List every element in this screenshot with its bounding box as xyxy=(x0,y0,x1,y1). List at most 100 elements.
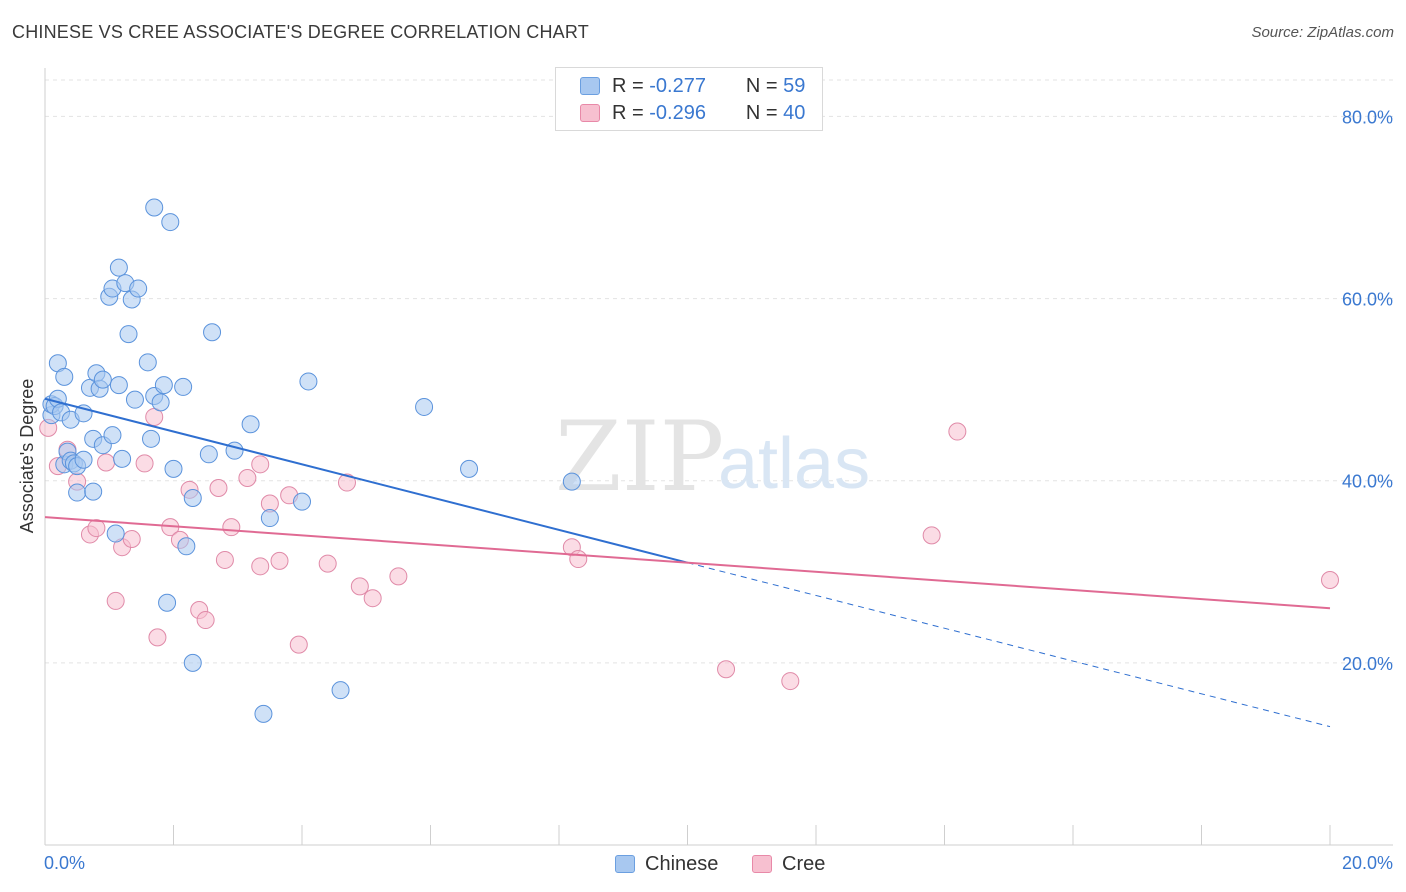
cree-point xyxy=(135,454,154,473)
chart-title: CHINESE VS CREE ASSOCIATE'S DEGREE CORRE… xyxy=(12,22,589,42)
cree-point xyxy=(215,550,234,569)
chinese-point xyxy=(74,450,93,469)
legend-r-label: R = xyxy=(612,101,644,124)
chinese-point xyxy=(109,258,128,277)
chinese-point xyxy=(174,377,193,396)
chinese-point xyxy=(125,390,144,409)
y-tick-label: 20.0% xyxy=(1342,654,1393,674)
watermark-atlas: atlas xyxy=(718,424,870,504)
legend-n-label: N = xyxy=(745,74,778,97)
chinese-trend-line xyxy=(44,397,688,564)
cree-point xyxy=(251,557,270,576)
legend-n-value: 40 xyxy=(783,101,806,124)
cree-swatch xyxy=(752,855,772,873)
cree-point xyxy=(238,468,257,487)
source-label: Source: ZipAtlas.com xyxy=(1251,24,1394,41)
chinese-point xyxy=(93,370,112,389)
cree-point xyxy=(350,577,369,596)
y-tick-label: 80.0% xyxy=(1342,107,1393,127)
chinese-point xyxy=(113,449,132,468)
chinese-point xyxy=(254,704,273,723)
x-tick-label: 20.0% xyxy=(1342,853,1393,873)
chinese-point xyxy=(151,393,170,412)
legend-r-label: R = xyxy=(612,74,644,97)
y-tick-label: 60.0% xyxy=(1342,290,1393,310)
legend-row-chinese: R = -0.277 N = 59 xyxy=(580,73,805,99)
chinese-points xyxy=(42,198,581,723)
chinese-point xyxy=(68,483,87,502)
cree-point xyxy=(363,589,382,608)
chinese-point xyxy=(119,325,138,344)
cree-point xyxy=(251,455,270,474)
chinese-point xyxy=(562,472,581,491)
legend-r-value: -0.296 xyxy=(649,101,706,124)
chinese-point xyxy=(164,459,183,478)
tick-labels: 20.0% 40.0% 60.0% 80.0% 0.0% 20.0% xyxy=(44,107,1393,873)
chinese-point xyxy=(55,367,74,386)
cree-point xyxy=(196,611,215,630)
cree-point xyxy=(106,591,125,610)
cree-point xyxy=(922,526,941,545)
chinese-swatch xyxy=(615,855,635,873)
cree-point xyxy=(289,635,308,654)
chinese-point xyxy=(106,524,125,543)
chinese-point xyxy=(158,593,177,612)
cree-point xyxy=(569,550,588,569)
chinese-point xyxy=(154,376,173,395)
cree-trend-line xyxy=(44,516,1331,610)
cree-point xyxy=(948,422,967,441)
chinese-point xyxy=(84,482,103,501)
legend-n-value: 59 xyxy=(783,74,806,97)
chinese-point xyxy=(109,376,128,395)
cree-point xyxy=(148,628,167,647)
cree-point xyxy=(222,518,241,537)
y-axis-label: Associate's Degree xyxy=(17,379,37,534)
chinese-point xyxy=(415,397,434,416)
chinese-point xyxy=(103,426,122,445)
watermark: ZIP atlas xyxy=(555,401,870,513)
chinese-point xyxy=(183,489,202,508)
cree-point xyxy=(318,554,337,573)
chinese-trend-extension xyxy=(687,562,1331,728)
y-tick-label: 40.0% xyxy=(1342,472,1393,492)
chinese-point xyxy=(293,492,311,511)
chinese-point xyxy=(203,323,222,342)
cree-point xyxy=(781,672,800,691)
cree-point xyxy=(97,453,116,472)
chinese-point xyxy=(129,279,148,298)
bottom-legend-cree: Cree xyxy=(752,851,825,877)
chinese-swatch xyxy=(580,77,600,95)
bottom-legend-cree-label: Cree xyxy=(782,852,826,875)
chinese-point xyxy=(241,415,260,434)
x-tick-label: 0.0% xyxy=(44,853,85,873)
cree-point xyxy=(87,519,106,538)
cree-point xyxy=(389,567,408,586)
cree-point xyxy=(122,530,141,548)
cree-point xyxy=(270,551,289,570)
cree-point xyxy=(209,479,228,497)
chinese-point xyxy=(177,537,196,556)
legend: R = -0.277 N = 59 R = -0.296 N = 40 xyxy=(555,67,823,131)
cree-point xyxy=(1321,570,1339,589)
chinese-point xyxy=(299,372,318,391)
cree-point xyxy=(337,473,356,492)
gridlines xyxy=(45,79,1393,664)
chinese-point xyxy=(199,445,218,464)
legend-row-cree: R = -0.296 N = 40 xyxy=(580,100,805,126)
chinese-point xyxy=(161,213,180,232)
chinese-point xyxy=(138,353,157,372)
chinese-point xyxy=(260,509,279,528)
bottom-legend-chinese-label: Chinese xyxy=(645,852,719,875)
watermark-zip: ZIP xyxy=(555,401,724,513)
trend-lines xyxy=(44,397,1331,728)
bottom-legend-chinese: Chinese xyxy=(615,851,718,877)
cree-points xyxy=(39,407,1339,691)
axes xyxy=(44,68,1393,846)
chinese-point xyxy=(183,653,202,672)
chinese-point xyxy=(460,459,479,478)
legend-r-value: -0.277 xyxy=(649,74,706,97)
cree-point xyxy=(717,660,736,679)
chinese-point xyxy=(142,429,161,448)
legend-n-label: N = xyxy=(745,101,778,124)
